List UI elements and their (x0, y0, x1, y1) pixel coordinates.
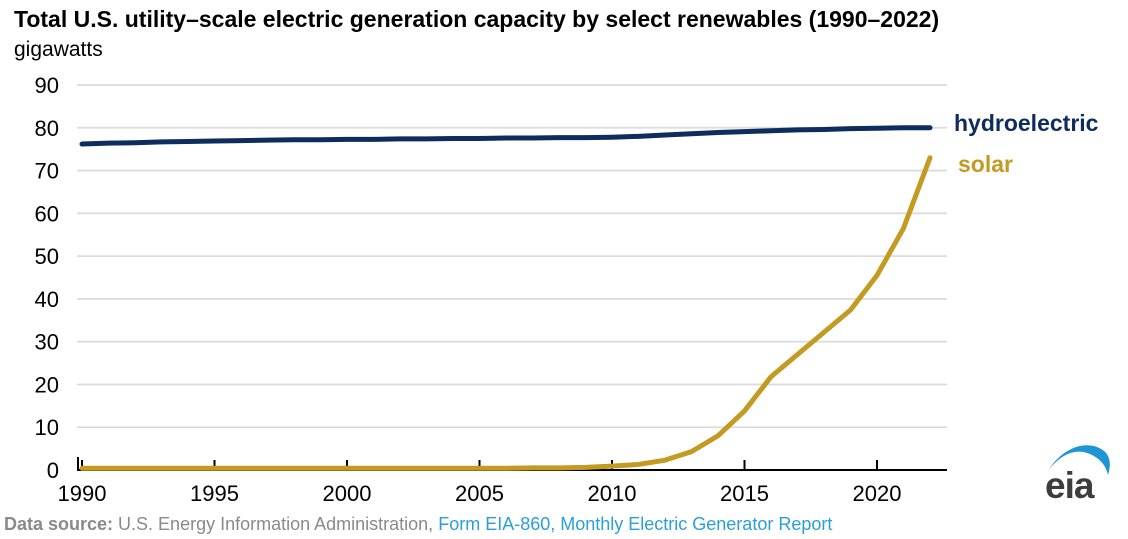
eia-swoosh-icon (1048, 445, 1110, 475)
x-axis-labels: 1990 1995 2000 2005 2010 2015 2020 (58, 481, 902, 506)
x-tick-label: 2010 (588, 481, 637, 506)
y-tick-label: 80 (35, 116, 59, 141)
eia-logo: eia (1045, 445, 1110, 506)
y-axis-labels: 0 10 20 30 40 50 60 70 80 90 (35, 73, 59, 483)
data-source-label: Data source: (4, 514, 119, 534)
series-label-hydroelectric: hydroelectric (954, 110, 1099, 136)
data-source-text: U.S. Energy Information Administration, (118, 514, 439, 534)
y-tick-label: 40 (35, 287, 59, 312)
series-lines (79, 125, 933, 471)
y-tick-label: 70 (35, 159, 59, 184)
data-source-link[interactable]: Form EIA-860, Monthly Electric Generator… (438, 514, 833, 534)
series-label-solar: solar (958, 151, 1013, 177)
y-tick-label: 50 (35, 244, 59, 269)
x-tick-label: 1990 (58, 481, 107, 506)
x-tick-label: 2005 (455, 481, 504, 506)
data-source: Data source: U.S. Energy Information Adm… (4, 514, 832, 535)
y-tick-label: 90 (35, 73, 59, 98)
chart-unit-label: gigawatts (14, 38, 103, 61)
eia-logo-text: eia (1045, 465, 1095, 506)
x-tick-label: 2015 (720, 481, 769, 506)
y-tick-label: 20 (35, 372, 59, 397)
series-line-solar (79, 155, 933, 471)
chart-title: Total U.S. utility–scale electric genera… (14, 6, 940, 32)
x-tick-label: 2000 (323, 481, 372, 506)
series-line-hydroelectric (79, 125, 933, 147)
y-tick-label: 0 (47, 458, 59, 483)
y-tick-label: 10 (35, 415, 59, 440)
x-tick-label: 1995 (190, 481, 239, 506)
x-tick-label: 2020 (853, 481, 902, 506)
y-tick-label: 60 (35, 201, 59, 226)
y-tick-label: 30 (35, 330, 59, 355)
